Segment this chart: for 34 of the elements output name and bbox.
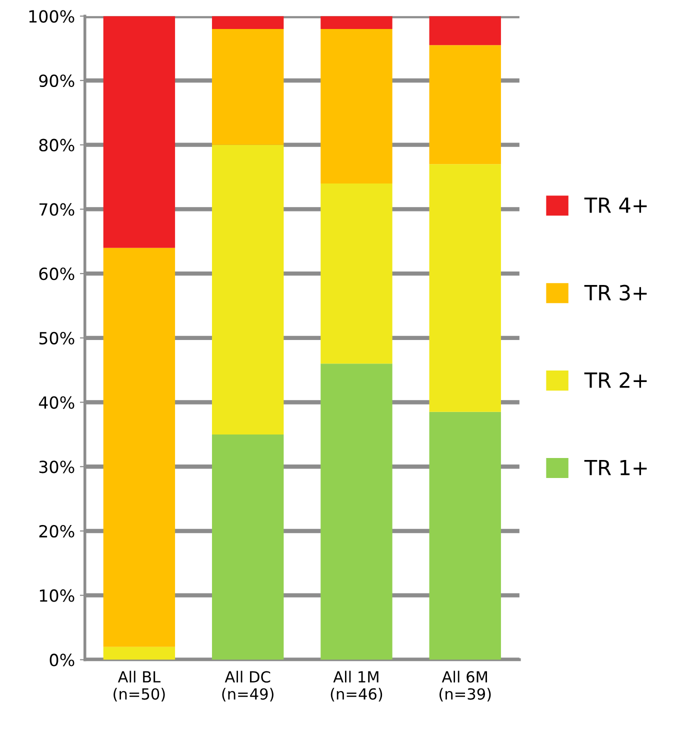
bar [212,144,284,434]
legend-label: TR 2+ [584,372,647,388]
y-tick-label: 60% [39,268,74,280]
y-tick-label: 50% [39,332,74,344]
bar [320,183,392,364]
bar [212,434,284,660]
legend-label: TR 1+ [584,460,647,476]
x-tick-label: All 1M (n=46) [330,670,382,702]
bar [320,28,392,184]
y-tick-label: 10% [40,589,74,602]
x-tick-label: All 6M (n=39) [440,670,491,702]
bar [103,16,176,248]
bar [103,248,176,647]
bar [103,646,176,660]
bar [212,28,284,145]
y-tick-label: 0% [50,654,74,666]
bar [429,16,501,46]
y-tick-label: 90% [39,74,74,88]
x-tick-label: All BL (n=50) [114,670,165,702]
y-tick-label: 40% [38,396,74,409]
y-tick-label: 100% [29,10,74,23]
bar [429,164,501,412]
legend-label: TR 4+ [584,198,647,213]
y-tick-label: 80% [39,138,74,152]
bar [212,16,284,29]
y-tick-label: 30% [39,460,74,474]
bar [320,364,392,660]
bar [429,412,501,660]
bar [429,45,501,164]
y-tick-label: 70% [39,203,74,216]
legend-label: TR 3+ [584,284,647,301]
bar [320,16,392,29]
y-tick-label: 20% [39,524,74,538]
x-tick-label: All DC (n=49) [222,670,274,702]
